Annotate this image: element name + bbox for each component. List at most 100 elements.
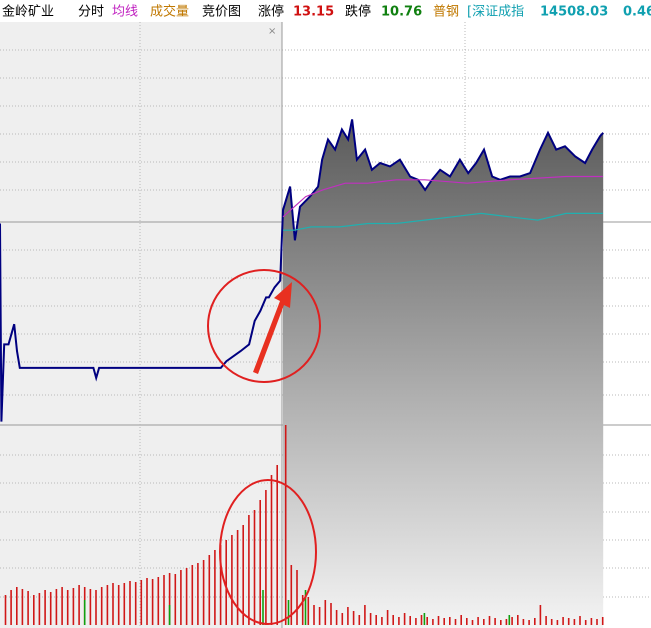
volume-bar (208, 555, 211, 625)
sector[interactable]: 普钢 (433, 5, 459, 20)
volume-bar (375, 615, 377, 625)
volume-bar (508, 615, 511, 625)
volume-bar (180, 570, 182, 625)
volume-bar (364, 605, 366, 625)
index-line (283, 212, 603, 231)
price-area (283, 119, 604, 628)
volume-bar (579, 616, 581, 625)
volume-bar (471, 620, 474, 625)
volume-bar (253, 510, 256, 625)
volume-bar (483, 619, 485, 625)
volume-bar (296, 570, 298, 625)
volume-bar (27, 591, 29, 625)
volume-bar (83, 600, 86, 625)
volume-bar (78, 585, 80, 625)
index-change: 0.46 (623, 5, 651, 20)
volume-bar (590, 618, 593, 625)
volume-bar (168, 605, 171, 625)
volume-bar (584, 620, 587, 625)
volume-bar (95, 590, 97, 625)
volume-bar (500, 620, 502, 625)
volume-bar (341, 613, 344, 625)
volume-bar (4, 595, 7, 625)
volume-bar (112, 583, 114, 625)
volume-bar (324, 600, 327, 625)
limit-down: 10.76 (381, 5, 422, 20)
volume-bar (265, 490, 267, 625)
volume-bar (423, 613, 426, 625)
volume-bar (242, 525, 244, 625)
arrow (253, 282, 292, 374)
volume-bar (534, 618, 536, 625)
volume-bar (522, 619, 525, 625)
index-name[interactable]: [深证成指 (467, 5, 524, 20)
volume-bar (403, 613, 406, 625)
volume-bar (259, 500, 261, 625)
plot (0, 119, 604, 628)
volume-bar (146, 578, 148, 625)
volume-bar (477, 617, 479, 625)
volume-bar (313, 605, 315, 625)
volume-bar (511, 617, 513, 625)
volume-bar (66, 590, 69, 625)
limit-up: 13.15 (293, 5, 334, 20)
volume-bar (347, 607, 349, 625)
volume-bar (494, 618, 496, 625)
tab[interactable]: 成交量 (150, 4, 189, 20)
circle-volume (219, 479, 317, 625)
volume-bar (100, 587, 103, 625)
volume-bar (517, 615, 519, 625)
volume-bar (330, 603, 332, 625)
close-button[interactable]: × (268, 26, 276, 37)
circle-price (207, 269, 321, 383)
volume-bar (318, 607, 321, 625)
volume-bar (488, 616, 491, 625)
annotations (207, 269, 321, 625)
volume-bar (151, 579, 154, 625)
volume-bar (49, 592, 52, 625)
volume-bar (352, 611, 355, 625)
volume-bar (270, 475, 273, 625)
volume-bar (505, 619, 508, 625)
volume-bar (123, 583, 126, 625)
volume-bar (426, 617, 428, 625)
volume-bar (386, 610, 389, 625)
volume-bar (528, 620, 530, 625)
volume-bar (157, 577, 160, 625)
volume-bar (573, 619, 576, 625)
tab[interactable]: 均线 (112, 5, 138, 20)
volume-bar (61, 587, 63, 625)
volume-bar (72, 588, 75, 625)
volume-bar (276, 465, 278, 625)
volume-bar (454, 619, 457, 625)
volume-bar (214, 550, 216, 625)
volume-bar (420, 615, 423, 625)
volume-bar (219, 545, 222, 625)
volume-bar (596, 619, 598, 625)
volume-bar (163, 575, 165, 625)
volume-bar (117, 585, 120, 625)
volume-bar (466, 618, 468, 625)
price-line (0, 119, 604, 422)
volume-bar (55, 589, 58, 625)
volume-bar (248, 515, 250, 625)
volume-bar (129, 581, 131, 625)
volume-bar (202, 560, 205, 625)
volume-bar (556, 620, 559, 625)
tab[interactable]: 竞价图 (202, 4, 241, 20)
volume-bar (21, 589, 24, 625)
tab[interactable]: 分时 (78, 5, 104, 20)
volume-bar (106, 585, 109, 625)
volume-bar (415, 618, 417, 625)
volume-bar (225, 540, 227, 625)
volume-bar (398, 617, 400, 625)
volume-bar (287, 600, 290, 625)
volume-bar (567, 618, 570, 625)
volume-bar (545, 616, 547, 625)
volume-bar (231, 535, 233, 625)
volume-bar (460, 615, 462, 625)
auction-panel (0, 22, 282, 628)
volume-bar (369, 613, 372, 625)
